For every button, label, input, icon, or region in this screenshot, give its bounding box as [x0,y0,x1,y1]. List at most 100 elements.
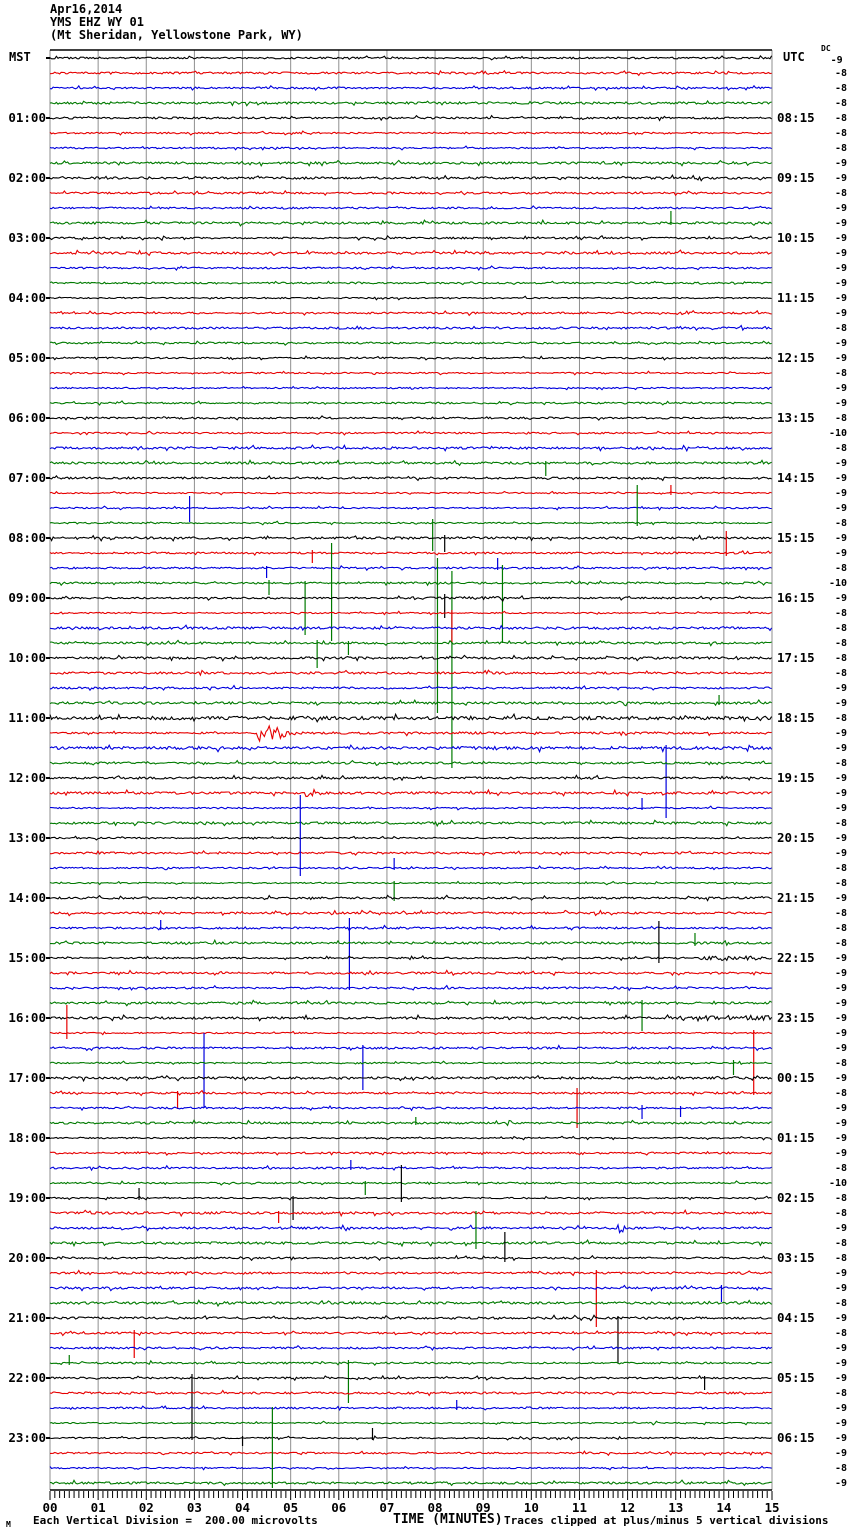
dc-offset-label: -8 [835,518,847,529]
dc-offset-label: -10 [829,428,847,439]
hour-label-right: 04:15 [777,1310,815,1325]
trace-row [49,174,772,182]
trace-row [49,1330,772,1337]
hour-label-right: 10:15 [777,230,815,245]
trace-row [49,218,773,227]
x-axis-title: TIME (MINUTES) [393,1512,503,1527]
trace-row [49,99,772,107]
trace-row [49,1435,772,1441]
minute-label: 11 [572,1500,587,1515]
dc-offset-label: -8 [835,1253,847,1264]
dc-offset-label: -10 [829,1178,847,1189]
dc-offset-label: -8 [835,1193,847,1204]
trace-row [49,639,772,647]
trace-row [49,924,772,932]
dc-offset-label: -8 [835,1208,847,1219]
dc-offset-label: -9 [835,983,847,994]
dc-offset-label: -9 [835,1133,847,1144]
dc-offset-label: -9 [835,278,847,289]
hour-label-right: 01:15 [777,1130,815,1145]
hour-label-right: 08:15 [777,110,815,125]
trace-row [49,1405,772,1412]
dc-offset-label: -9 [835,1433,847,1444]
dc-offset-label: -8 [835,443,847,454]
dc-offset-label: -9 [835,218,847,229]
hour-label-left: 15:00 [8,950,46,965]
dc-offset-label: -8 [835,938,847,949]
trace-row [49,1135,773,1141]
trace-row [49,1314,772,1322]
minute-label: 04 [235,1500,250,1515]
trace-row [49,743,773,754]
hour-label-right: 12:15 [777,350,815,365]
minute-label: 10 [524,1500,539,1515]
plot-header: Apr16,2014 YMS EHZ WY 01 (Mt Sheridan, Yel… [50,3,303,42]
trace-row [49,938,772,947]
trace-row [49,1060,772,1066]
dc-offset-label: -8 [835,653,847,664]
trace-row [49,1479,772,1487]
dc-prefix: DC [821,44,831,53]
dc-offset-label: -9 [835,1103,847,1114]
trace-row [49,724,772,743]
hour-label-left: 12:00 [8,770,46,785]
trace-row [49,865,772,871]
dc-offset-label: -9 [835,398,847,409]
dc-offset-label: -8 [835,668,847,679]
hour-label-right: 21:15 [777,890,815,905]
trace-row [49,1089,773,1097]
dc-offset-label: -8 [835,1163,847,1174]
dc-offset-label: -8 [835,1088,847,1099]
trace-row [49,1105,772,1112]
trace-row [50,1450,772,1457]
dc-offset-label: -8 [835,323,847,334]
dc-offset-label: -9 [835,953,847,964]
hour-label-right: 16:15 [777,590,815,605]
trace-row [49,1420,772,1426]
dc-offset-label: -8 [835,143,847,154]
dc-offset-label: -9 [835,1478,847,1489]
trace-row [50,114,772,122]
dc-offset-label: -9 [835,173,847,184]
dc-offset-label: -9 [835,728,847,739]
dc-offset-label: -9 [835,1073,847,1084]
dc-offset-label: -9 [835,1268,847,1279]
hour-label-right: 03:15 [777,1250,815,1265]
trace-row [49,1269,772,1277]
trace-row [49,249,772,257]
minute-label: 15 [764,1500,779,1515]
trace-row [49,385,772,391]
trace-row [50,984,772,992]
trace-row [49,309,772,317]
dc-offset-label: -8 [835,413,847,424]
trace-row [49,610,772,616]
dc-offset-label: -8 [835,1238,847,1249]
hour-label-left: 18:00 [8,1130,46,1145]
dc-offset-label: -9 [835,698,847,709]
hour-label-right: 19:15 [777,770,815,785]
dc-offset-label: -9 [835,1448,847,1459]
dc-offset-label: -9 [835,233,847,244]
header-location: (Mt Sheridan, Yellowstone Park, WY) [50,28,303,42]
hour-label-left: 03:00 [8,230,46,245]
clipping-note: Traces clipped at plus/minus 5 vertical … [504,1514,829,1527]
trace-row [49,550,772,557]
dc-offset-label: -8 [835,758,847,769]
trace-row [49,1223,772,1234]
hour-label-left: 17:00 [8,1070,46,1085]
hour-label-left: 22:00 [8,1370,46,1385]
trace-row [49,505,772,511]
dc-offset-label: -9 [835,1418,847,1429]
trace-row [49,909,772,917]
trace-row [49,145,772,151]
dc-offset-label: -9 [835,203,847,214]
minute-label: 14 [716,1500,731,1515]
trace-row [49,130,772,136]
hour-label-right: 02:15 [777,1190,815,1205]
trace-row [49,565,772,572]
dc-offset-label: -9 [835,1148,847,1159]
minute-label: 12 [620,1500,635,1515]
dc-offset-label: -9 [835,998,847,1009]
dc-offset-header: DC -9 [821,44,843,66]
